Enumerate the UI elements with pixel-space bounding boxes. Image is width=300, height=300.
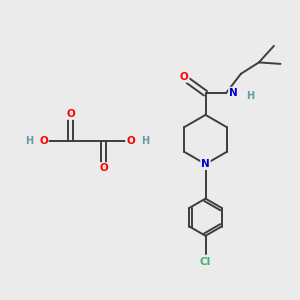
Text: H: H (141, 136, 149, 146)
Text: O: O (99, 163, 108, 173)
Text: O: O (180, 72, 189, 82)
Text: O: O (66, 109, 75, 119)
Text: O: O (39, 136, 48, 146)
Text: N: N (201, 159, 210, 169)
Text: O: O (126, 136, 135, 146)
Text: H: H (246, 91, 254, 101)
Text: N: N (229, 88, 238, 98)
Text: Cl: Cl (200, 257, 211, 267)
Text: H: H (25, 136, 33, 146)
